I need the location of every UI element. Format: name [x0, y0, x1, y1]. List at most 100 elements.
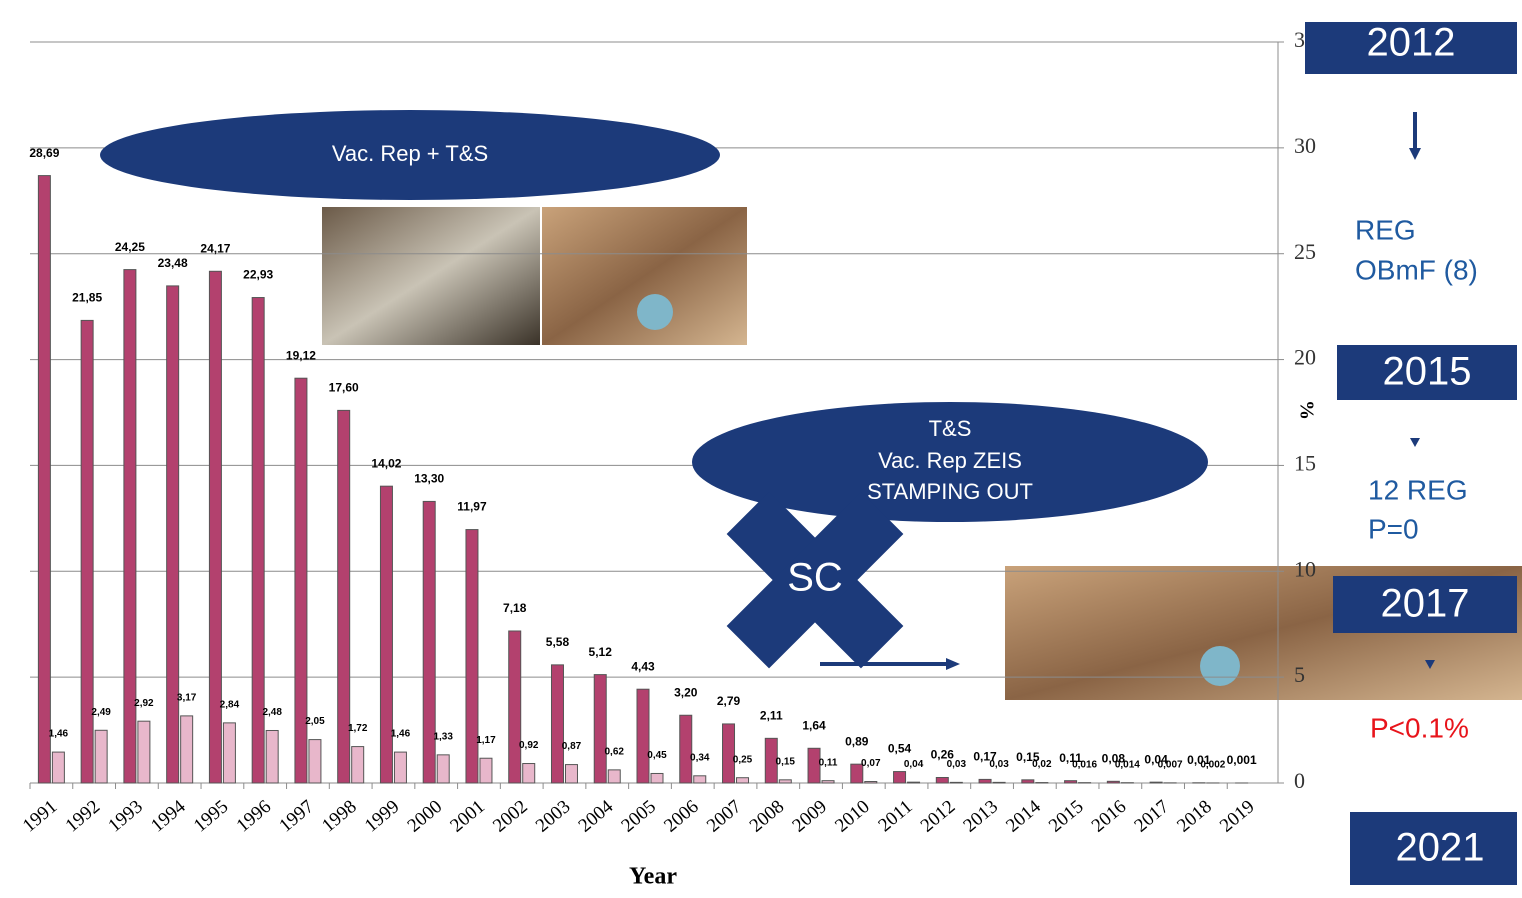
- value-label: 24,17: [200, 241, 230, 255]
- bar: [551, 665, 563, 783]
- x-tick-label: 2008: [746, 796, 789, 837]
- annotation: P<0.1%: [1370, 712, 1469, 743]
- value-label: 1,46: [49, 729, 69, 740]
- value-label: 3,20: [674, 685, 698, 699]
- x-tick-label: 2013: [959, 796, 1002, 837]
- page: {"chart_data": { "type": "bar", "x_label…: [0, 0, 1522, 893]
- value-label: 0,92: [519, 740, 539, 751]
- value-label: 3,17: [177, 693, 197, 704]
- bar: [950, 782, 962, 783]
- x-tick-label: 2019: [1216, 796, 1259, 837]
- bar: [394, 752, 406, 783]
- bar: [1107, 781, 1119, 783]
- photo: [322, 207, 540, 345]
- bar: [1150, 782, 1162, 783]
- value-label: 0,04: [904, 759, 924, 770]
- value-label: 19,12: [286, 348, 316, 362]
- value-label: 0,34: [690, 752, 710, 763]
- bar: [1022, 780, 1034, 783]
- annotation: 12 REG: [1368, 474, 1468, 505]
- x-tick-label: 2002: [489, 796, 532, 837]
- y-tick-label: 0: [1294, 768, 1305, 793]
- value-label: 13,30: [414, 472, 444, 486]
- bar: [694, 776, 706, 783]
- annotation: Vac. Rep ZEIS: [878, 448, 1022, 473]
- year-box-label: 2012: [1367, 21, 1456, 65]
- bar: [167, 286, 179, 783]
- bar: [651, 773, 663, 783]
- bar: [908, 782, 920, 783]
- bar: [266, 730, 278, 783]
- value-label: 0,62: [605, 747, 625, 758]
- annotation: Vac. Rep + T&S: [332, 141, 488, 166]
- x-tick-label: 1991: [19, 796, 62, 837]
- x-tick-label: 2009: [788, 796, 831, 837]
- value-label: 2,49: [91, 707, 111, 718]
- x-tick-label: 1995: [190, 796, 233, 837]
- value-label: 0,007: [1158, 759, 1183, 770]
- x-axis-title: Year: [629, 864, 677, 890]
- x-tick-label: 2015: [1045, 796, 1088, 837]
- value-label: 21,85: [72, 291, 102, 305]
- y-tick-label: 5: [1294, 662, 1305, 687]
- value-label: 0,016: [1072, 759, 1097, 770]
- year-box-label: 2015: [1383, 350, 1472, 394]
- y-tick-label: 20: [1294, 345, 1316, 370]
- bar: [894, 772, 906, 783]
- value-label: 1,72: [348, 723, 368, 734]
- value-label: 23,48: [158, 256, 188, 270]
- bar: [480, 758, 492, 783]
- y-tick-label: 25: [1294, 239, 1316, 264]
- arrow-head: [1409, 148, 1421, 160]
- bar: [223, 723, 235, 783]
- value-label: 4,43: [631, 659, 655, 673]
- value-label: 0,001: [1227, 753, 1257, 767]
- value-label: 0,014: [1115, 759, 1140, 770]
- value-label: 17,60: [329, 381, 359, 395]
- chart: 05101520253035%Year199128,691,46199221,8…: [0, 0, 1522, 893]
- bar: [865, 782, 877, 783]
- x-tick-label: 1997: [275, 796, 318, 837]
- value-label: 2,11: [760, 709, 783, 723]
- bar: [779, 780, 791, 783]
- arrow-head: [1410, 438, 1420, 447]
- value-label: 5,58: [546, 635, 570, 649]
- value-label: 1,17: [476, 735, 496, 746]
- bar: [309, 740, 321, 783]
- annotation: OBmF (8): [1355, 254, 1478, 285]
- bar: [822, 781, 834, 783]
- value-label: 2,92: [134, 698, 154, 709]
- bar: [637, 689, 649, 783]
- value-label: 0,03: [947, 759, 967, 770]
- photo-detail: [1200, 646, 1240, 686]
- year-box-label: 2021: [1396, 826, 1485, 870]
- photo-detail: [637, 294, 673, 330]
- annotation: SC: [787, 556, 843, 600]
- x-tick-label: 1992: [62, 796, 105, 837]
- x-tick-label: 2000: [404, 796, 447, 837]
- arrow-head: [946, 658, 960, 670]
- bar: [680, 715, 692, 783]
- bar: [594, 675, 606, 783]
- bar: [737, 778, 749, 783]
- bar: [181, 716, 193, 783]
- year-box-label: 2017: [1381, 582, 1470, 626]
- bar: [523, 764, 535, 783]
- x-tick-label: 2012: [917, 796, 960, 837]
- y-tick-label: 10: [1294, 556, 1316, 581]
- bar: [138, 721, 150, 783]
- value-label: 0,02: [1032, 759, 1052, 770]
- value-label: 0,45: [647, 750, 667, 761]
- value-label: 0,002: [1200, 760, 1225, 771]
- value-label: 24,25: [115, 240, 145, 254]
- bar: [979, 779, 991, 783]
- x-tick-label: 2017: [1131, 796, 1174, 837]
- x-tick-label: 1993: [104, 796, 147, 837]
- x-tick-label: 1996: [233, 796, 276, 837]
- value-label: 0,54: [888, 742, 912, 756]
- x-tick-label: 2003: [532, 796, 575, 837]
- bar: [352, 747, 364, 783]
- bar: [1065, 781, 1077, 783]
- bar: [936, 777, 948, 783]
- value-label: 0,25: [733, 754, 753, 765]
